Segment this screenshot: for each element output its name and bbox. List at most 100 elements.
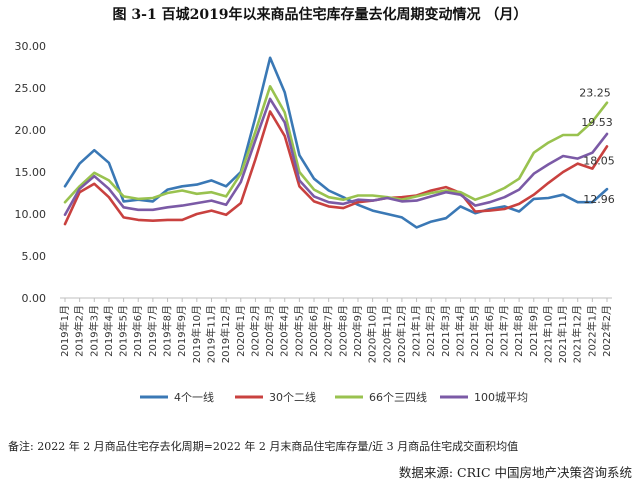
series-line-4 (63, 97, 609, 217)
data-point (445, 191, 447, 194)
x-tick-label: 2020年4月 (278, 305, 291, 357)
data-point (254, 130, 257, 133)
data-label: 19.53 (581, 116, 613, 129)
legend-label: 4个一线 (174, 390, 214, 404)
data-point (342, 203, 345, 205)
x-tick-label: 2021年6月 (483, 305, 496, 357)
x-tick-label: 2019年3月 (87, 305, 100, 357)
y-tick-label: 30.00 (15, 40, 47, 53)
x-tick-label: 2021年12月 (571, 305, 584, 363)
x-tick-label: 2020年7月 (322, 305, 335, 357)
data-point (64, 213, 66, 216)
data-point (532, 172, 535, 175)
x-tick-label: 2020年9月 (351, 305, 364, 357)
data-point (122, 206, 125, 209)
data-point (64, 185, 66, 188)
data-point (327, 189, 330, 192)
data-point (195, 213, 198, 215)
data-point (606, 101, 608, 104)
data-point (225, 203, 228, 206)
x-tick-label: 2021年1月 (410, 305, 423, 357)
x-tick-label: 2019年11月 (204, 305, 217, 363)
data-point (313, 188, 315, 191)
data-point (591, 201, 594, 204)
data-point (591, 167, 594, 170)
data-point (195, 183, 198, 186)
legend-label: 30个二线 (269, 390, 316, 404)
x-tick-label: 2020年6月 (307, 305, 320, 357)
data-point (591, 120, 594, 123)
data-point (298, 171, 301, 173)
data-point (547, 197, 550, 199)
data-point (488, 209, 491, 212)
data-point (547, 141, 550, 144)
data-point (195, 192, 198, 195)
data-point (474, 210, 477, 213)
x-tick-label: 2019年7月 (146, 305, 159, 357)
data-point (576, 157, 579, 160)
data-point (152, 219, 154, 222)
data-point (93, 171, 96, 174)
data-label: 12.96 (583, 193, 615, 206)
data-point (576, 134, 579, 136)
data-point (576, 201, 579, 204)
data-point (181, 189, 184, 192)
x-tick-label: 2022年1月 (585, 305, 598, 357)
data-point (254, 158, 257, 161)
data-point (562, 155, 564, 157)
data-point (313, 200, 315, 203)
data-point (78, 187, 81, 190)
data-point (181, 219, 184, 221)
data-point (137, 198, 140, 200)
data-point (152, 208, 154, 211)
data-point (93, 182, 96, 185)
data-point (313, 177, 315, 180)
y-tick-label: 5.00 (22, 250, 47, 263)
data-point (210, 199, 213, 202)
y-tick-label: 0.00 (22, 292, 47, 305)
x-tick-label: 2020年1月 (234, 305, 247, 357)
x-tick-label: 2019年12月 (219, 305, 232, 363)
legend-label: 100城平均 (474, 391, 528, 404)
data-point (430, 192, 433, 194)
data-point (576, 162, 579, 165)
data-point (152, 197, 154, 199)
data-point (283, 135, 286, 137)
data-point (401, 216, 403, 219)
x-tick-label: 2021年9月 (527, 305, 540, 357)
data-point (430, 189, 433, 192)
data-point (313, 195, 315, 198)
data-point (93, 175, 96, 178)
data-point (445, 189, 447, 192)
data-point (298, 179, 301, 182)
data-point (459, 205, 462, 208)
data-point (430, 220, 433, 223)
data-point (371, 209, 374, 212)
data-point (606, 188, 608, 191)
x-tick-label: 2020年12月 (395, 305, 408, 363)
x-tick-label: 2019年1月 (58, 305, 71, 357)
data-point (327, 201, 330, 204)
data-point (64, 201, 66, 204)
data-point (562, 193, 564, 196)
data-point (606, 133, 608, 135)
x-tick-label: 2020年10月 (366, 305, 379, 363)
x-tick-label: 2022年2月 (600, 305, 613, 357)
data-point (401, 200, 403, 203)
data-point (269, 85, 271, 88)
data-point (298, 185, 301, 188)
data-point (225, 213, 228, 216)
data-point (503, 205, 506, 208)
x-tick-label: 2019年8月 (161, 305, 174, 357)
data-point (357, 194, 359, 197)
data-point (283, 111, 286, 114)
data-point (152, 200, 154, 203)
x-tick-label: 2021年10月 (541, 305, 554, 363)
data-label: 18.05 (583, 154, 615, 167)
x-tick-label: 2020年11月 (380, 305, 393, 363)
data-point (122, 216, 125, 219)
data-point (547, 163, 550, 166)
data-point (562, 171, 564, 173)
data-point (93, 149, 96, 152)
data-point (225, 195, 228, 198)
